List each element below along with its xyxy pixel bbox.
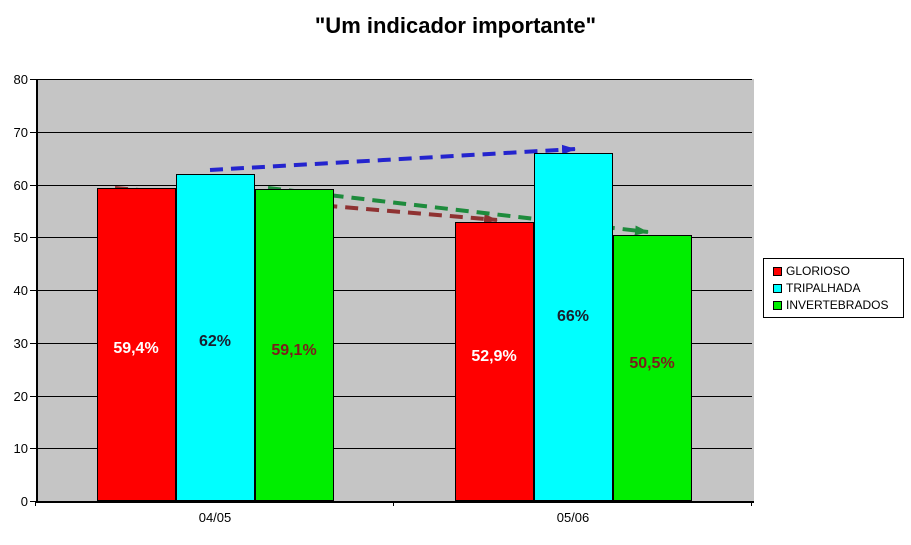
legend: GLORIOSO TRIPALHADA INVERTEBRADOS: [763, 258, 904, 318]
y-axis-tick-label: 20: [13, 389, 28, 404]
gridline: [36, 290, 752, 291]
bar-value-label: 59,4%: [113, 340, 159, 357]
y-axis-tick: [30, 343, 36, 344]
gridline: [36, 79, 752, 80]
y-axis-tick: [30, 501, 36, 502]
bar: [97, 188, 176, 501]
legend-label: INVERTEBRADOS: [786, 298, 889, 312]
bar: [613, 235, 692, 501]
x-axis-category-label: 05/06: [556, 510, 590, 525]
gridline: [36, 448, 752, 449]
y-axis-tick: [30, 185, 36, 186]
bar: [255, 189, 334, 501]
legend-swatch-icon: [773, 266, 782, 276]
y-axis-tick-label: 70: [13, 125, 28, 140]
y-axis-tick-label: 80: [13, 72, 28, 87]
legend-label: TRIPALHADA: [786, 281, 861, 295]
bar: [534, 153, 613, 501]
bar-value-label: 66%: [556, 308, 590, 325]
gridline: [36, 185, 752, 186]
y-axis-tick-label: 10: [13, 441, 28, 456]
y-axis-tick: [30, 396, 36, 397]
legend-item: TRIPALHADA: [773, 281, 903, 295]
legend-swatch-icon: [773, 283, 782, 293]
legend-swatch-icon: [773, 300, 782, 310]
y-axis-tick-label: 40: [13, 283, 28, 298]
bar: [455, 222, 534, 501]
bar-value-label: 59,1%: [271, 342, 317, 359]
gridline: [36, 343, 752, 344]
bar-value-label: 50,5%: [629, 355, 675, 372]
y-axis-tick: [30, 237, 36, 238]
y-axis-tick: [30, 79, 36, 80]
y-axis-tick-label: 0: [20, 494, 28, 509]
chart-title: "Um indicador importante": [314, 13, 597, 38]
bar-value-label: 62%: [198, 333, 232, 350]
x-axis-tick: [751, 501, 752, 506]
x-axis-category-label: 04/05: [198, 510, 232, 525]
bar-value-label: 52,9%: [471, 348, 517, 365]
legend-label: GLORIOSO: [786, 264, 851, 278]
gridline: [36, 132, 752, 133]
y-axis-tick-label: 60: [13, 178, 28, 193]
x-axis-tick: [393, 501, 394, 506]
x-axis-tick: [35, 501, 36, 506]
y-axis-tick-label: 30: [13, 336, 28, 351]
y-axis-tick: [30, 132, 36, 133]
y-axis-tick: [30, 448, 36, 449]
gridline: [36, 237, 752, 238]
legend-item: INVERTEBRADOS: [773, 298, 903, 312]
bar: [176, 174, 255, 501]
y-axis-tick: [30, 290, 36, 291]
gridline: [36, 396, 752, 397]
y-axis-tick-label: 50: [13, 230, 28, 245]
legend-item: GLORIOSO: [773, 264, 903, 278]
